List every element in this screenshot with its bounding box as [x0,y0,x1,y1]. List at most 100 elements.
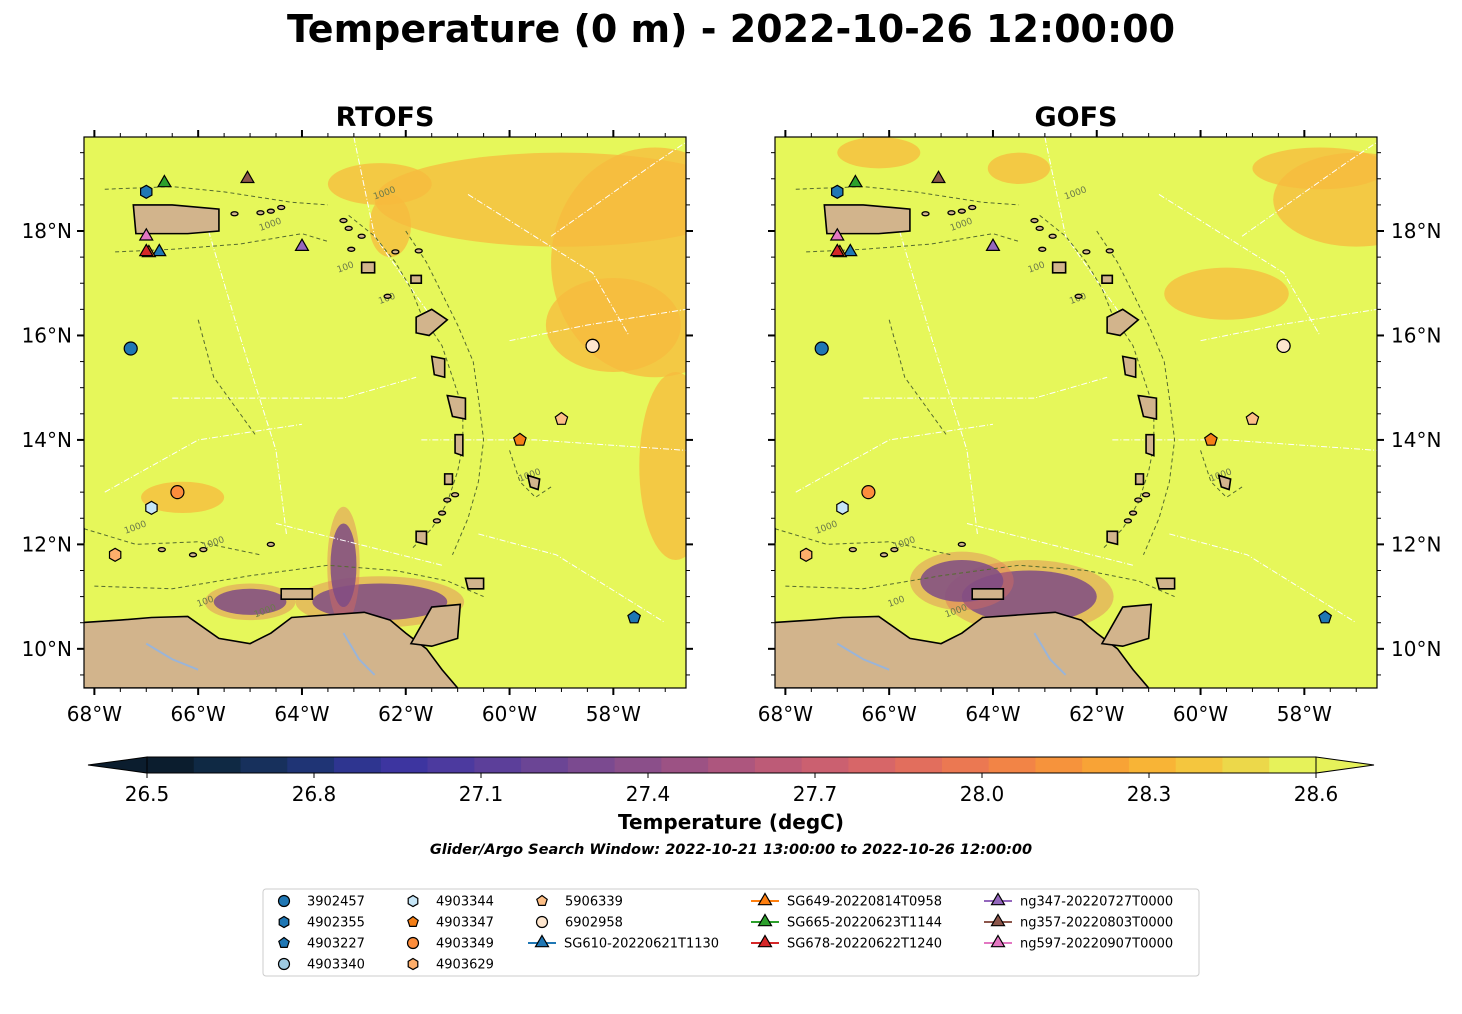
platform-marker-SG649-20220814T0958[interactable] [757,892,773,906]
platform-marker-SG665-20220623T1144[interactable] [156,174,172,188]
platform-marker-ng597-20220907T0000[interactable] [138,227,154,241]
colorbar-tick-label: 27.7 [793,782,838,806]
platform-marker-4903340[interactable] [277,957,291,971]
platform-marker-4903347[interactable] [1203,432,1218,446]
small-island [266,541,275,548]
platform-marker-SG610-20220621T1130[interactable] [151,243,167,257]
legend-label: ng357-20220803T0000 [1020,916,1173,931]
colorbar-bin [427,757,475,773]
platform-marker-ng357-20220803T0000[interactable] [990,913,1006,927]
bathymetry-contour [405,230,485,556]
rtofs-map-body: 100010010001001000100100010001000 [84,137,686,688]
platform-marker-4903347[interactable] [512,432,527,446]
platform-marker-SG678-20220622T1240[interactable] [829,243,845,257]
legend-item-5906339: 5906339 [536,894,623,910]
platform-marker-ng357-20220803T0000[interactable] [239,170,255,184]
latitude-tick-label: 12°N [1391,532,1441,556]
colorbar-bin [1035,757,1083,773]
platform-marker-4903344[interactable] [145,500,158,515]
platform-marker-4903344[interactable] [836,500,849,515]
colorbar-tick-label: 28.3 [1127,782,1172,806]
rtofs-panel-title: RTOFS [336,102,435,133]
cool-sst-patch [330,523,357,608]
platform-marker-5906339[interactable] [536,894,548,907]
platform-marker-SG610-20220621T1130[interactable] [842,243,858,257]
platform-marker-SG665-20220623T1144[interactable] [757,913,773,927]
platform-marker-SG610-20220621T1130[interactable] [534,934,550,948]
platform-marker-5906339[interactable] [554,411,569,425]
platform-marker-4903344[interactable] [407,894,419,908]
warm-sst-patch [987,152,1051,185]
platform-marker-ng347-20220727T0000[interactable] [294,237,310,251]
colorbar-bin [287,757,335,773]
warm-sst-patch [1252,147,1377,190]
platform-marker-4902355[interactable] [140,184,153,199]
platform-marker-4903629[interactable] [108,547,122,562]
platform-marker-SG665-20220623T1144[interactable] [847,174,863,188]
platform-marker-3902457[interactable] [123,341,138,356]
small-island [921,211,930,217]
small-island [1134,497,1143,503]
platform-marker-4903349[interactable] [170,485,185,500]
platform-marker-4903349[interactable] [861,485,876,500]
land-mass [464,577,485,590]
small-island [1105,248,1114,254]
colorbar-bin [1128,757,1177,773]
rtofs-markers [108,170,642,624]
legend-item-ng357-20220803T0000: ng357-20220803T0000 [984,913,1173,931]
land-mass [1155,577,1176,590]
legend-item-4903227: 4903227 [278,936,365,952]
colorbar-bin [848,757,896,773]
sst-gradient-halo [909,551,1014,611]
legend-label: SG610-20220621T1130 [564,937,719,952]
platform-marker-ng357-20220803T0000[interactable] [930,170,946,184]
small-island [1123,518,1133,524]
latitude-tick-label: 18°N [1391,219,1441,243]
legend-item-4903347: 4903347 [407,915,494,931]
eez-boundary-line [795,423,994,493]
land-mass [446,394,467,421]
platform-marker-ng347-20220727T0000[interactable] [990,892,1006,906]
platform-marker-4903629[interactable] [799,547,813,562]
platform-marker-4903349[interactable] [406,936,420,950]
platform-marker-6902958[interactable] [535,915,549,929]
platform-marker-6902958[interactable] [1276,338,1291,354]
small-island [968,204,977,211]
small-island [947,210,956,216]
platform-marker-ng597-20220907T0000[interactable] [990,934,1006,948]
platform-marker-5906339[interactable] [1245,411,1260,425]
platform-marker-4902355[interactable] [830,184,844,199]
small-island [1141,492,1151,498]
latitude-tick-label: 16°N [22,323,72,347]
small-island [1074,293,1083,299]
land-mass [443,473,454,486]
longitude-tick-label: 60°W [482,702,537,726]
land-mass [723,529,746,545]
latitude-tick-label: 16°N [1391,323,1441,347]
platform-marker-4902355[interactable] [278,915,290,929]
platform-marker-SG678-20220622T1240[interactable] [757,934,773,948]
legend-item-ng347-20220727T0000: ng347-20220727T0000 [984,892,1173,910]
platform-marker-4903227[interactable] [278,936,290,949]
land-mass [410,274,423,285]
platform-marker-SG678-20220622T1240[interactable] [138,243,154,257]
platform-marker-4903227[interactable] [627,610,642,624]
colorbar-tick-label: 27.4 [626,782,671,806]
platform-marker-ng347-20220727T0000[interactable] [985,237,1001,251]
platform-marker-3902457[interactable] [277,894,291,908]
land-mass [1134,473,1145,486]
colorbar-bin [147,757,195,773]
platform-marker-6902958[interactable] [585,338,600,354]
platform-marker-3902457[interactable] [814,341,829,356]
land-mass [1121,355,1137,379]
colorbar-extend-low [87,756,148,774]
legend-label: 4902355 [307,916,365,931]
land-mass [1106,530,1119,546]
platform-marker-4903347[interactable] [407,915,419,928]
platform-marker-4903227[interactable] [1318,610,1333,624]
platform-marker-ng597-20220907T0000[interactable] [829,227,845,241]
legend-item-4903340: 4903340 [277,957,365,973]
sst-gradient-halo [204,583,296,621]
colorbar-bin [240,757,288,773]
platform-marker-4903629[interactable] [407,957,419,971]
